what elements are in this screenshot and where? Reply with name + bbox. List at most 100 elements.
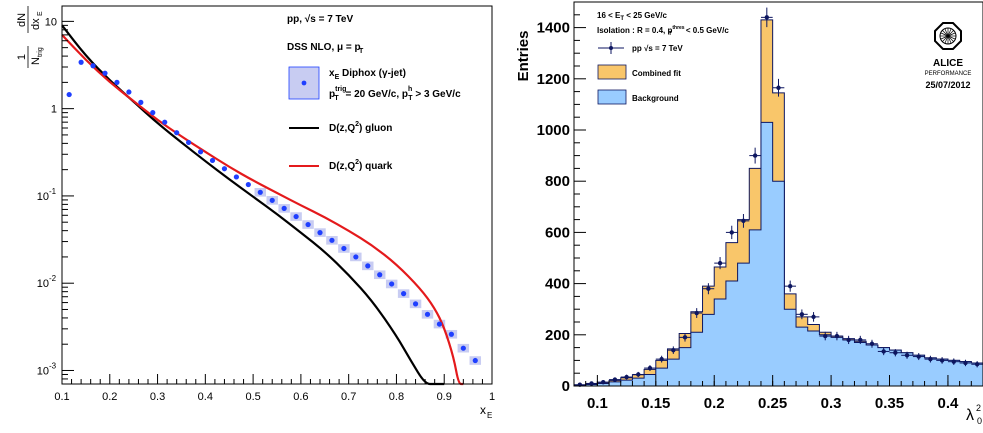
left-y-tick-label: 10 — [37, 191, 49, 203]
data-point — [951, 359, 956, 364]
right-x-tick-label: 0.35 — [875, 395, 904, 412]
right-xlabel-sup: 2 — [976, 403, 981, 413]
diphox-point — [162, 119, 168, 125]
left-x-tick-label: 0.8 — [389, 391, 404, 403]
right-y-tick-label: 1000 — [537, 122, 570, 139]
legend-data-name: pp √s = 7 TeV — [632, 44, 683, 53]
data-point — [729, 230, 734, 235]
diphox-point — [317, 230, 323, 236]
diphox-point — [353, 254, 359, 260]
data-point — [659, 356, 664, 362]
right-points-layer — [574, 7, 983, 387]
left-y-tick-label: 10 — [37, 365, 49, 377]
diphox-point — [472, 357, 478, 364]
legend-bkg-swatch — [597, 89, 627, 105]
right-y-tick-label: 400 — [545, 276, 570, 293]
data-point — [846, 337, 851, 343]
left-y-tick-label: 10 — [37, 278, 49, 290]
diphox-point — [424, 311, 431, 317]
diphox-point — [66, 91, 72, 98]
data-point — [974, 362, 980, 367]
data-point — [682, 335, 688, 340]
diphox-point — [436, 321, 443, 327]
right-y-tick-label: 600 — [545, 224, 570, 241]
diphox-point — [269, 197, 275, 203]
diphox-point — [245, 181, 251, 188]
left-x-tick-label: 0.1 — [54, 391, 69, 403]
left-x-tick-label: 0.4 — [198, 391, 213, 403]
right-y-tick-label: 0 — [562, 378, 570, 395]
left-points-layer — [66, 59, 478, 364]
diphox-point — [460, 345, 466, 351]
left-x-ticks: 0.1 0.2 0.3 0.4 0.5 0.6 0.7 0.8 0.9 1 — [54, 374, 495, 403]
diphox-point — [197, 149, 204, 155]
data-point — [612, 377, 618, 382]
legend-quark-name: D(z,Q2) quark — [329, 159, 393, 172]
right-x-tick-label: 0.1 — [587, 395, 608, 412]
diphox-point — [305, 221, 311, 228]
data-point — [858, 337, 863, 343]
quark-curve — [61, 34, 464, 386]
alice-logo-emblem — [934, 22, 962, 50]
left-ylabel-dx: dx — [30, 18, 42, 30]
right-y-tick-label: 800 — [545, 173, 570, 190]
left-y-tick-exponent: -2 — [49, 274, 57, 283]
diphox-point — [377, 272, 383, 278]
data-point — [601, 379, 606, 385]
data-point — [624, 374, 629, 380]
left-plot-frame — [61, 5, 493, 385]
legend-bkg-name: Background — [632, 94, 679, 103]
diphox-point — [233, 174, 239, 180]
legend-fit-swatch — [597, 64, 627, 80]
data-point — [706, 286, 711, 291]
diphox-point — [138, 99, 144, 105]
legend-diphox-cuts: ptrig T = 20 GeV/c, ph T > 3 GeV/c — [329, 86, 461, 102]
diphox-point — [412, 301, 419, 307]
data-point — [741, 218, 746, 224]
data-point — [717, 260, 723, 266]
diphox-point — [150, 110, 156, 116]
data-point — [963, 360, 968, 366]
legend-diphox-marker — [301, 80, 307, 86]
diphox-point — [209, 157, 216, 164]
legend-header-1: pp, √s = 7 TeV — [287, 14, 353, 25]
left-y-tick-exponent: -3 — [49, 361, 57, 370]
right-legend: pp √s = 7 TeV Combined fit Background — [597, 42, 683, 105]
data-point — [694, 310, 699, 316]
legend-gluon-name: D(z,Q2) gluon — [329, 121, 392, 134]
diphox-point — [329, 237, 335, 243]
right-x-tick-label: 0.25 — [758, 395, 787, 412]
alice-logo: ALICE PERFORMANCE 25/07/2012 — [925, 22, 972, 90]
left-xlabel-sub: E — [487, 411, 492, 420]
data-point — [671, 347, 676, 353]
left-x-tick-label: 0.2 — [102, 391, 117, 403]
right-y-tick-label: 1400 — [537, 20, 570, 37]
data-point — [834, 333, 840, 339]
data-point — [589, 381, 594, 386]
left-y-tick-label: 10 — [45, 16, 57, 28]
data-point — [647, 365, 653, 371]
data-point — [764, 15, 770, 20]
right-x-tick-label: 0.15 — [641, 395, 670, 412]
alice-logo-subtext: PERFORMANCE — [925, 71, 972, 77]
diphox-point — [126, 89, 132, 95]
diphox-point — [365, 263, 371, 269]
data-point — [823, 333, 828, 339]
diphox-point — [389, 281, 395, 287]
diphox-point — [221, 166, 228, 172]
data-point — [636, 372, 641, 377]
performance-date: 25/07/2012 — [925, 80, 970, 90]
right-x-ticks: 0.1 0.15 0.2 0.25 0.3 0.35 0.4 — [585, 375, 972, 412]
right-y-tick-label: 1200 — [537, 71, 570, 88]
right-x-tick-label: 0.4 — [938, 395, 960, 412]
left-ylabel-num: 1 — [16, 54, 28, 60]
left-xlabel: x — [480, 403, 486, 417]
diphox-point — [448, 331, 454, 337]
right-cut-text-2: Isolation : R = 0.4, pthres T < 0.5 GeV/c — [597, 25, 729, 37]
diphox-point — [102, 70, 108, 76]
left-y-axis-label: 1 N trig dN dx E — [16, 6, 44, 68]
right-plot: 0.1 0.15 0.2 0.25 0.3 0.35 0.4 0 200 400 600 800 10… — [515, 1, 983, 426]
diphox-point — [90, 63, 96, 69]
